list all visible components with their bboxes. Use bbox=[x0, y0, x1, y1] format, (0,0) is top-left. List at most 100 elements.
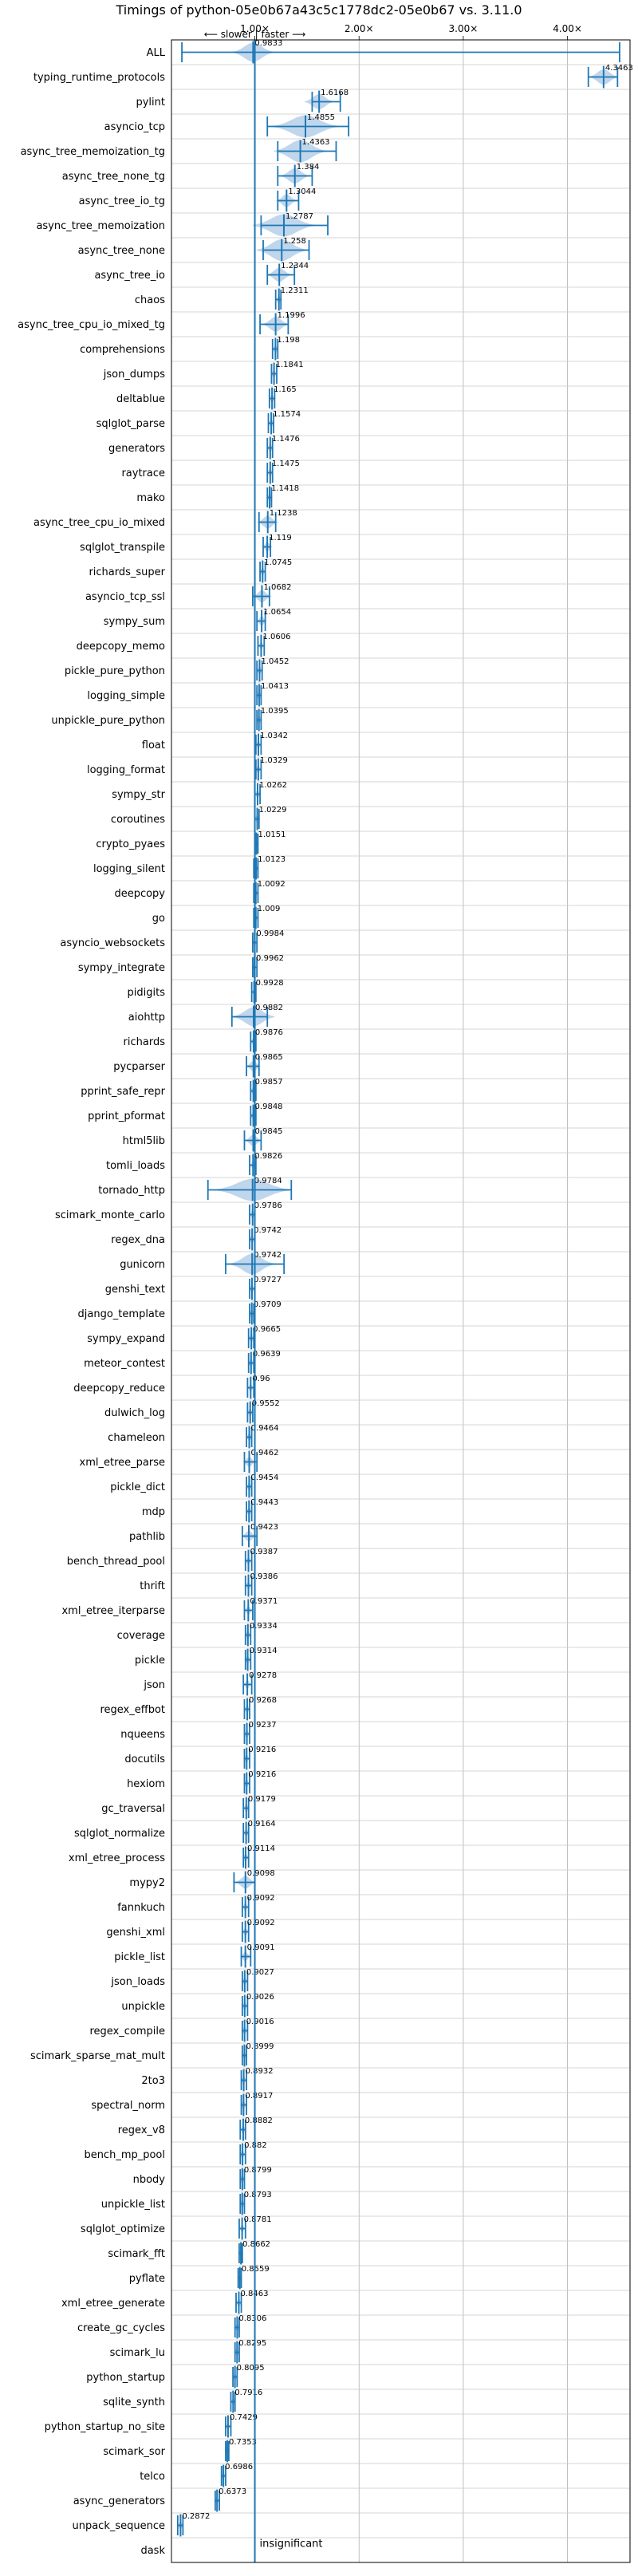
value-label: 0.9709 bbox=[254, 1300, 282, 1309]
benchmark-label: pylint bbox=[136, 97, 165, 108]
value-label: 0.9387 bbox=[250, 1548, 278, 1556]
benchmark-label: telco bbox=[140, 2471, 165, 2483]
value-label: 0.9848 bbox=[255, 1103, 283, 1111]
value-label: 0.9786 bbox=[254, 1201, 282, 1210]
benchmark-label: pickle bbox=[135, 1655, 165, 1667]
benchmark-label: docutils bbox=[124, 1753, 165, 1765]
value-label: 0.9443 bbox=[250, 1498, 278, 1507]
value-label: 0.9727 bbox=[254, 1276, 282, 1284]
value-label: 1.1418 bbox=[271, 484, 299, 493]
value-label: 0.9026 bbox=[246, 1993, 274, 2002]
benchmark-label: deepcopy bbox=[114, 888, 165, 900]
benchmark-label: raytrace bbox=[121, 467, 165, 479]
value-label: 0.8917 bbox=[245, 2092, 273, 2101]
benchmark-label: mako bbox=[136, 492, 165, 504]
value-label: 1.4363 bbox=[302, 138, 330, 147]
value-label: 1.1996 bbox=[278, 311, 305, 320]
value-label: 0.9882 bbox=[255, 1004, 283, 1012]
value-label: 1.0682 bbox=[263, 583, 291, 592]
benchmark-label: asyncio_tcp bbox=[104, 121, 165, 133]
value-label: 1.0413 bbox=[261, 682, 289, 691]
benchmark-label: pathlib bbox=[129, 1531, 165, 1543]
benchmark-label: scimark_sor bbox=[103, 2446, 165, 2458]
value-label: 0.2872 bbox=[182, 2512, 210, 2521]
value-label: 1.4855 bbox=[307, 113, 335, 122]
benchmark-label: json_loads bbox=[110, 1976, 165, 1988]
value-label: 1.0606 bbox=[262, 633, 290, 641]
benchmark-label: json_dumps bbox=[103, 369, 165, 381]
value-label: 0.8932 bbox=[246, 2067, 274, 2076]
value-label: 0.9464 bbox=[251, 1424, 279, 1433]
value-label: 0.9845 bbox=[255, 1127, 283, 1136]
value-label: 0.9216 bbox=[248, 1770, 276, 1779]
value-label: 1.0452 bbox=[261, 657, 289, 666]
benchmark-label: async_tree_none_tg bbox=[62, 171, 165, 183]
benchmark-label: tomli_loads bbox=[106, 1160, 165, 1172]
benchmark-rows: ALL 0.9833 typing_runtime_protocols 4.3463 p… bbox=[18, 39, 633, 2557]
benchmark-label: deepcopy_memo bbox=[77, 641, 165, 653]
value-label: 0.8781 bbox=[244, 2215, 272, 2224]
benchmark-label: django_template bbox=[78, 1308, 165, 1320]
benchmark-label: nbody bbox=[133, 2174, 166, 2186]
value-label: 0.9386 bbox=[250, 1572, 278, 1581]
benchmark-label: sqlglot_optimize bbox=[81, 2223, 165, 2235]
value-label: 4.3463 bbox=[605, 64, 633, 73]
value-label: 0.9371 bbox=[250, 1597, 278, 1606]
benchmark-label: asyncio_websockets bbox=[60, 937, 165, 949]
value-label: 1.0395 bbox=[261, 707, 289, 716]
x-tick-label: 3.00× bbox=[449, 23, 478, 34]
value-label: 0.9092 bbox=[247, 1919, 275, 1927]
value-label: 0.9865 bbox=[255, 1053, 283, 1062]
benchmark-label: sqlite_synth bbox=[103, 2397, 165, 2408]
benchmark-label: dulwich_log bbox=[104, 1407, 165, 1419]
insignificant-label: insignificant bbox=[260, 2539, 323, 2550]
value-label: 0.9423 bbox=[250, 1523, 278, 1532]
value-label: 1.2311 bbox=[281, 286, 309, 295]
value-label: 1.0123 bbox=[258, 855, 286, 864]
benchmark-label: xml_etree_iterparse bbox=[61, 1605, 165, 1617]
benchmark-label: regex_v8 bbox=[118, 2124, 165, 2136]
value-label: 1.0151 bbox=[258, 830, 286, 839]
benchmark-label: xml_etree_parse bbox=[80, 1457, 165, 1469]
benchmark-label: bench_mp_pool bbox=[84, 2149, 165, 2161]
benchmark-label: hexiom bbox=[127, 1778, 165, 1790]
value-label: 1.0342 bbox=[260, 732, 288, 740]
value-label: 0.8095 bbox=[237, 2364, 265, 2373]
benchmark-label: sympy_expand bbox=[87, 1333, 165, 1345]
benchmark-label: sympy_integrate bbox=[78, 962, 165, 974]
benchmark-label: richards bbox=[124, 1036, 166, 1048]
value-label: 0.9742 bbox=[254, 1251, 282, 1260]
benchmark-label: logging_silent bbox=[93, 863, 165, 875]
x-tick-label: 4.00× bbox=[553, 23, 582, 34]
benchmark-label: go bbox=[152, 913, 165, 925]
benchmark-label: thrift bbox=[140, 1580, 165, 1592]
value-label: 0.9098 bbox=[247, 1869, 275, 1878]
value-label: 0.8793 bbox=[244, 2191, 272, 2199]
value-label: 0.9179 bbox=[248, 1795, 276, 1804]
benchmark-label: gunicorn bbox=[120, 1259, 165, 1271]
benchmark-label: pickle_pure_python bbox=[65, 665, 165, 677]
benchmark-label: spectral_norm bbox=[91, 2100, 165, 2112]
value-label: 1.0092 bbox=[258, 880, 286, 889]
value-label: 1.2344 bbox=[281, 262, 309, 270]
value-label: 0.9826 bbox=[254, 1152, 282, 1161]
benchmark-label: regex_effbot bbox=[100, 1704, 165, 1716]
benchmark-label: xml_etree_generate bbox=[61, 2298, 165, 2310]
x-tick-label: 1.00× bbox=[240, 23, 270, 34]
x-tick-label: 2.00× bbox=[345, 23, 374, 34]
value-label: 1.119 bbox=[269, 534, 292, 542]
benchmark-label: async_tree_io bbox=[94, 270, 165, 282]
value-label: 0.9268 bbox=[249, 1696, 277, 1705]
benchmark-label: logging_format bbox=[87, 764, 165, 776]
benchmark-label: unpack_sequence bbox=[72, 2520, 165, 2532]
benchmark-label: logging_simple bbox=[87, 690, 165, 702]
value-label: 0.8306 bbox=[238, 2314, 266, 2323]
benchmark-label: python_startup bbox=[86, 2372, 165, 2384]
value-label: 0.9091 bbox=[247, 1943, 275, 1952]
benchmark-label: async_tree_memoization_tg bbox=[21, 146, 165, 158]
value-label: 0.6986 bbox=[225, 2463, 253, 2471]
value-label: 0.9164 bbox=[248, 1820, 276, 1828]
benchmark-label: regex_dna bbox=[111, 1234, 165, 1246]
benchmark-label: coverage bbox=[117, 1630, 165, 1642]
